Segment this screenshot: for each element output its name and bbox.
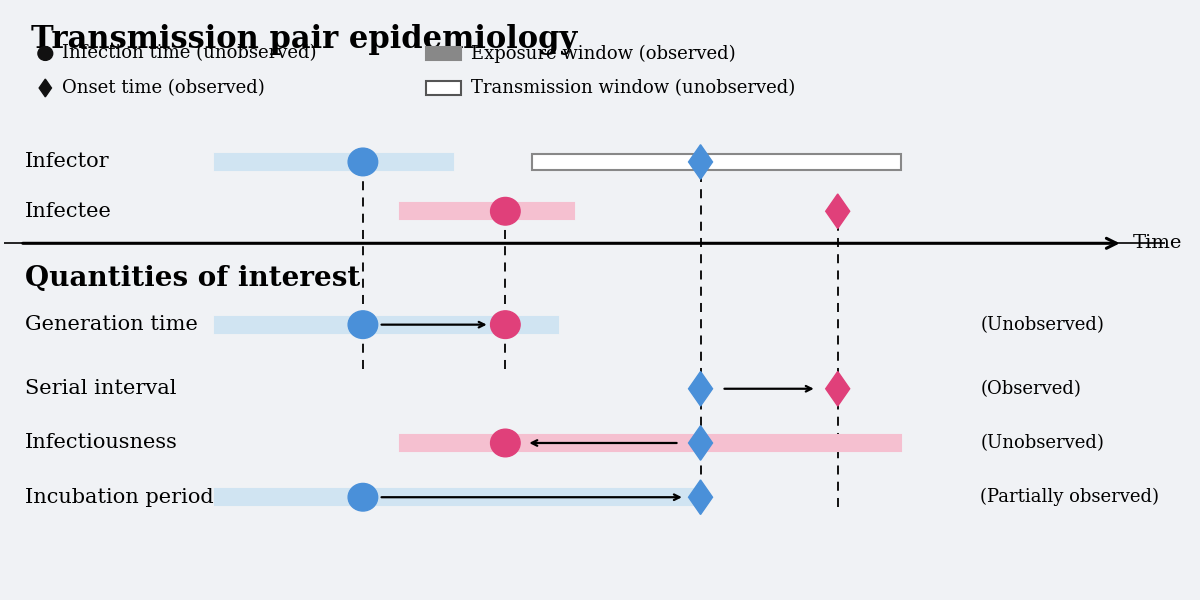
Text: Transmission window (unobserved): Transmission window (unobserved) xyxy=(472,79,796,97)
Circle shape xyxy=(348,148,378,176)
Circle shape xyxy=(491,197,520,225)
Text: Infectiousness: Infectiousness xyxy=(25,433,178,452)
Text: Infection time (unobserved): Infection time (unobserved) xyxy=(62,44,317,62)
Bar xyxy=(215,317,558,332)
Polygon shape xyxy=(826,194,850,229)
Text: (Unobserved): (Unobserved) xyxy=(980,434,1104,452)
Bar xyxy=(400,203,574,219)
Bar xyxy=(532,154,901,170)
Circle shape xyxy=(491,429,520,457)
Circle shape xyxy=(348,311,378,338)
Text: Time: Time xyxy=(1133,234,1182,252)
Text: (Unobserved): (Unobserved) xyxy=(980,316,1104,334)
Bar xyxy=(400,435,901,451)
Text: Onset time (observed): Onset time (observed) xyxy=(62,79,265,97)
Circle shape xyxy=(348,484,378,511)
Text: Quantities of interest: Quantities of interest xyxy=(25,265,360,292)
Text: Exposure window (observed): Exposure window (observed) xyxy=(472,44,736,62)
Text: Infectee: Infectee xyxy=(25,202,112,221)
Polygon shape xyxy=(689,426,713,460)
Text: Serial interval: Serial interval xyxy=(25,379,176,398)
Text: Generation time: Generation time xyxy=(25,315,198,334)
Circle shape xyxy=(38,47,53,61)
Text: Transmission pair epidemiology: Transmission pair epidemiology xyxy=(30,24,577,55)
Circle shape xyxy=(491,311,520,338)
Polygon shape xyxy=(689,480,713,514)
Text: Infector: Infector xyxy=(25,152,110,172)
Text: (Observed): (Observed) xyxy=(980,380,1081,398)
Polygon shape xyxy=(689,145,713,179)
Polygon shape xyxy=(689,371,713,406)
Bar xyxy=(215,154,452,170)
Bar xyxy=(426,47,461,61)
Text: (Partially observed): (Partially observed) xyxy=(980,488,1159,506)
Bar xyxy=(426,81,461,95)
Polygon shape xyxy=(826,371,850,406)
Text: Incubation period: Incubation period xyxy=(25,488,214,507)
Bar xyxy=(215,490,701,505)
Polygon shape xyxy=(40,79,52,97)
